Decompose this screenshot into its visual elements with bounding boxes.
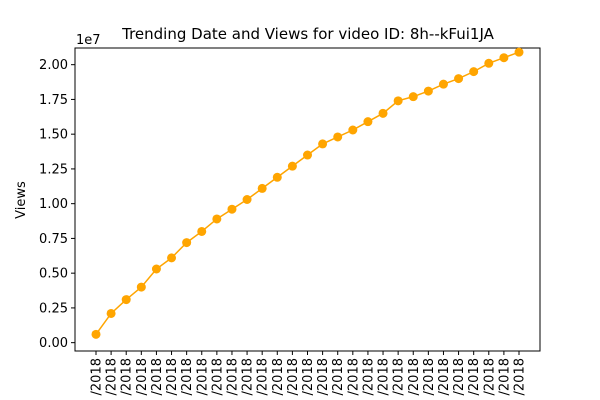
y-tick-label: 2.00: [39, 58, 68, 73]
data-point: [499, 53, 509, 63]
x-tick-label: /2018: [120, 358, 135, 395]
x-tick-label: /2018: [467, 358, 482, 395]
y-tick-label: 0.50: [39, 267, 68, 282]
data-point: [348, 125, 358, 135]
x-tick-label: /2018: [105, 358, 120, 395]
x-tick-label: /2018: [135, 358, 150, 395]
series-line: [95, 51, 520, 335]
y-axis: 0.00 0.25 0.50 0.75 1.00 1.25 1.50 1.75 2.00: [39, 58, 75, 351]
data-point: [121, 295, 131, 305]
data-point: [151, 264, 161, 274]
data-point: [136, 282, 146, 292]
data-point: [287, 161, 297, 171]
data-point: [378, 108, 388, 118]
data-point: [408, 92, 418, 102]
data-point: [272, 172, 282, 182]
x-tick-label: /2018: [377, 358, 392, 395]
y-tick-label: 1.00: [39, 197, 68, 212]
x-tick-label: /2018: [331, 358, 346, 395]
chart-title: Trending Date and Views for video ID: 8h…: [121, 25, 494, 43]
x-tick-label: /2018: [286, 358, 301, 395]
data-point: [257, 183, 267, 193]
x-tick-label: /2018: [437, 358, 452, 395]
x-tick-label: /2018: [225, 358, 240, 395]
data-point: [333, 132, 343, 142]
data-point: [197, 226, 207, 236]
x-tick-label: /2018: [210, 358, 225, 395]
x-tick-label: /2018: [422, 358, 437, 395]
x-tick-label: /2018: [256, 358, 271, 395]
data-point: [182, 238, 192, 248]
x-tick-label: /2018: [301, 358, 316, 395]
x-tick-label: /2018: [180, 358, 195, 395]
y-tick-label: 0.00: [39, 336, 68, 351]
data-point: [106, 308, 116, 318]
x-tick-label: /2018: [407, 358, 422, 395]
x-tick-label: /2018: [90, 358, 105, 395]
data-point: [423, 86, 433, 96]
data-point: [393, 96, 403, 106]
x-tick-label: /2018: [150, 358, 165, 395]
y-tick-label: 1.75: [39, 93, 68, 108]
x-tick-label: /2018: [497, 358, 512, 395]
plot-area: [74, 47, 541, 352]
data-point: [212, 214, 222, 224]
y-tick-label: 0.75: [39, 232, 68, 247]
x-tick-label: /2018: [452, 358, 467, 395]
x-tick-label: /2018: [241, 358, 256, 395]
data-point: [167, 253, 177, 263]
y-tick-label: 0.25: [39, 301, 68, 316]
data-point: [454, 74, 464, 84]
y-axis-label: Views: [14, 181, 29, 219]
x-tick-label: /2018: [346, 358, 361, 395]
data-point: [91, 329, 101, 339]
data-point: [363, 117, 373, 127]
x-tick-label: /2018: [195, 358, 210, 395]
x-tick-label: /2018: [271, 358, 286, 395]
y-tick-label: 1.25: [39, 162, 68, 177]
data-point: [469, 67, 479, 77]
x-tick-label: /2018: [513, 358, 528, 395]
data-point: [227, 204, 237, 214]
x-tick-label: /2018: [482, 358, 497, 395]
x-axis: /2018/2018/2018/2018/2018/2018/2018/2018…: [90, 351, 528, 395]
x-tick-label: /2018: [392, 358, 407, 395]
data-point: [438, 79, 448, 89]
data-point: [303, 150, 312, 160]
series-group: [91, 47, 524, 339]
data-point: [242, 195, 252, 204]
data-point: [484, 58, 494, 68]
y-offset-label: 1e7: [76, 33, 101, 48]
x-tick-label: /2018: [316, 358, 331, 395]
data-point: [514, 47, 524, 57]
data-point: [318, 139, 328, 149]
y-tick-label: 1.50: [39, 128, 68, 143]
x-tick-label: /2018: [361, 358, 376, 395]
x-tick-label: /2018: [165, 358, 180, 395]
